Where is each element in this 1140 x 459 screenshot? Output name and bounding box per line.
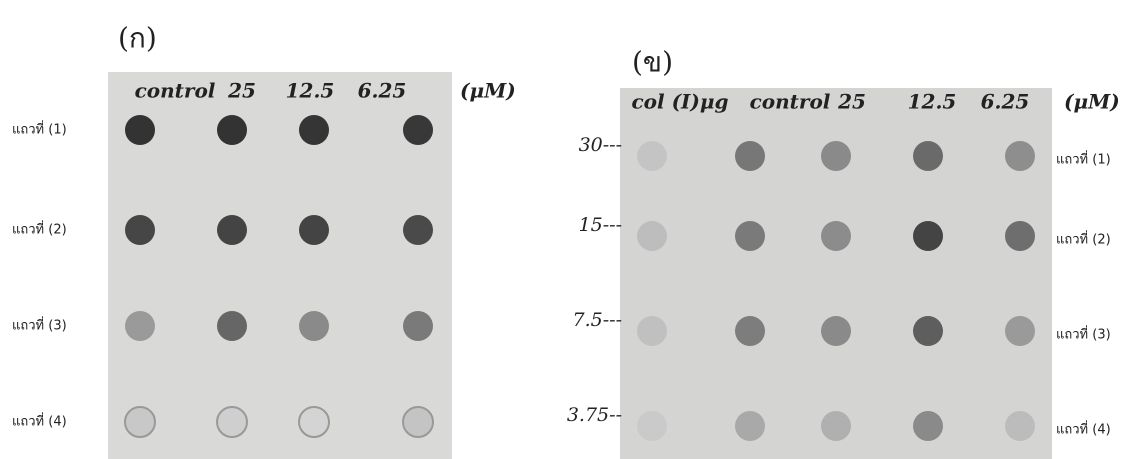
dot <box>735 141 765 171</box>
panel-label: (ก) <box>118 22 157 55</box>
dot <box>125 407 155 437</box>
dot <box>821 316 851 346</box>
row-label: แถวที่ (3) <box>12 317 67 334</box>
dot <box>299 115 329 145</box>
dot <box>913 221 943 251</box>
dot <box>217 311 247 341</box>
dot <box>913 316 943 346</box>
dot <box>403 311 433 341</box>
standard-label: 3.75-- <box>567 404 622 426</box>
dot <box>637 221 667 251</box>
row-label: แถวที่ (1) <box>1056 151 1111 168</box>
dot <box>821 411 851 441</box>
column-header: 12.5 <box>908 90 957 114</box>
dot <box>735 316 765 346</box>
dot <box>299 407 329 437</box>
dot <box>217 215 247 245</box>
dot <box>125 311 155 341</box>
dot <box>821 221 851 251</box>
standard-label: 7.5--- <box>573 309 622 331</box>
dot <box>125 215 155 245</box>
dot <box>125 115 155 145</box>
standard-label: 15--- <box>579 214 622 236</box>
dot <box>403 407 433 437</box>
dot <box>913 411 943 441</box>
dot <box>1005 221 1035 251</box>
dot <box>299 215 329 245</box>
standard-label: 30--- <box>579 134 622 156</box>
column-header: 25 <box>227 79 256 103</box>
column-header: col (I)μg <box>632 90 729 114</box>
column-header: 6.25 <box>358 79 407 103</box>
dot <box>1005 316 1035 346</box>
dot <box>403 115 433 145</box>
column-header: 6.25 <box>981 90 1030 114</box>
membrane-a <box>108 72 452 459</box>
row-label: แถวที่ (3) <box>1056 326 1111 343</box>
dot <box>217 407 247 437</box>
column-header: control <box>750 90 831 114</box>
dot <box>637 411 667 441</box>
column-header: control <box>135 79 216 103</box>
dot <box>1005 141 1035 171</box>
dot <box>735 411 765 441</box>
row-label: แถวที่ (2) <box>1056 231 1111 248</box>
row-label: แถวที่ (1) <box>12 121 67 138</box>
column-header: 12.5 <box>286 79 335 103</box>
dot <box>735 221 765 251</box>
panel-label: (ข) <box>632 46 673 79</box>
dot <box>913 141 943 171</box>
row-label: แถวที่ (4) <box>12 413 67 430</box>
dot <box>403 215 433 245</box>
dot <box>637 141 667 171</box>
unit: (μM) <box>460 79 516 103</box>
dot <box>1005 411 1035 441</box>
dot <box>637 316 667 346</box>
unit: (μM) <box>1064 90 1120 114</box>
dot <box>217 115 247 145</box>
row-label: แถวที่ (4) <box>1056 421 1111 438</box>
dot <box>821 141 851 171</box>
column-header: 25 <box>837 90 866 114</box>
figure: (ก) (ข) (μM) (μM) control2512.56.25แถวที… <box>0 0 1140 459</box>
dot <box>299 311 329 341</box>
row-label: แถวที่ (2) <box>12 221 67 238</box>
